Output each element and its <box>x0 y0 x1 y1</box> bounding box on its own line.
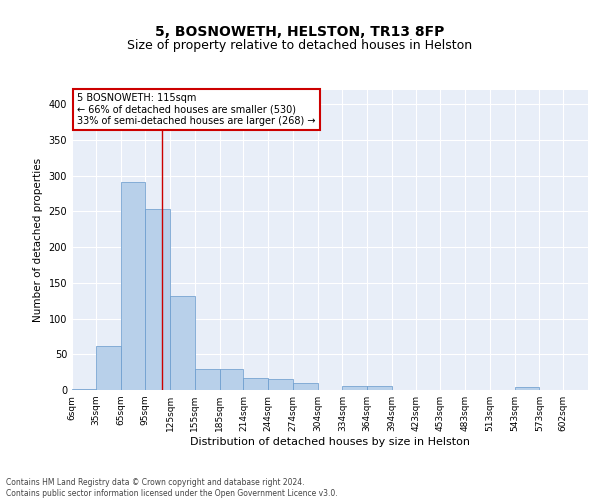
Bar <box>121 182 145 390</box>
Bar <box>145 208 170 390</box>
Y-axis label: Number of detached properties: Number of detached properties <box>33 158 43 322</box>
Bar <box>96 346 121 390</box>
Text: Contains HM Land Registry data © Crown copyright and database right 2024.
Contai: Contains HM Land Registry data © Crown c… <box>6 478 338 498</box>
Bar <box>220 368 244 390</box>
Text: Size of property relative to detached houses in Helston: Size of property relative to detached ho… <box>127 40 473 52</box>
Text: 5 BOSNOWETH: 115sqm
← 66% of detached houses are smaller (530)
33% of semi-detac: 5 BOSNOWETH: 115sqm ← 66% of detached ho… <box>77 93 316 126</box>
Bar <box>343 386 367 390</box>
Bar <box>244 378 268 390</box>
Bar <box>195 368 220 390</box>
X-axis label: Distribution of detached houses by size in Helston: Distribution of detached houses by size … <box>190 437 470 447</box>
Bar <box>170 296 195 390</box>
Bar <box>72 388 96 390</box>
Text: 5, BOSNOWETH, HELSTON, TR13 8FP: 5, BOSNOWETH, HELSTON, TR13 8FP <box>155 26 445 40</box>
Bar <box>367 386 392 390</box>
Bar <box>293 383 317 390</box>
Bar <box>268 378 293 390</box>
Bar <box>515 387 539 390</box>
